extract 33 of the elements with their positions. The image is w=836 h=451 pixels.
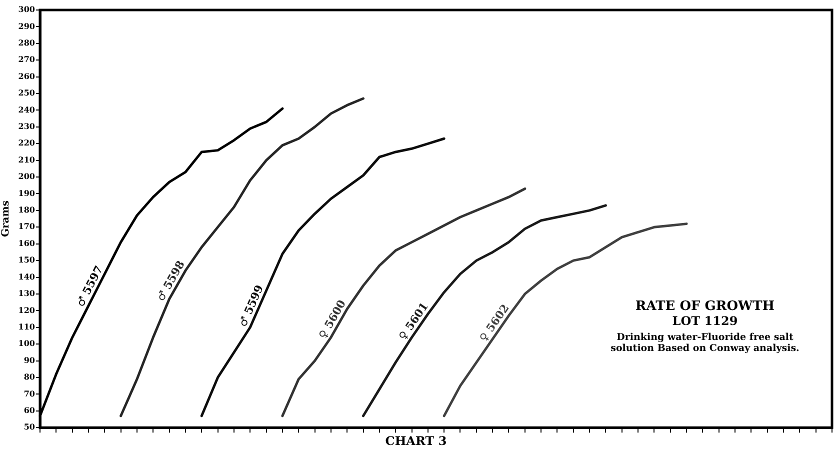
y-tick-label: 210 bbox=[18, 154, 36, 164]
y-tick-label: 130 bbox=[18, 288, 36, 298]
y-tick-label: 170 bbox=[18, 221, 36, 232]
y-tick-label: 90 bbox=[24, 354, 36, 365]
annotation: Drinking water-Fluoride free salt solution Based on Conway analysis. bbox=[610, 332, 800, 355]
y-tick-label: 70 bbox=[24, 388, 36, 398]
y-tick-label: 50 bbox=[24, 422, 36, 432]
y-tick-label: 160 bbox=[18, 238, 36, 248]
y-tick-label: 220 bbox=[18, 138, 36, 148]
text: CHART 3 bbox=[385, 434, 447, 448]
annotation: LOT 1129 bbox=[671, 314, 739, 329]
y-tick-label: 300 bbox=[18, 4, 36, 14]
y-tick-label: 190 bbox=[18, 188, 36, 198]
y-tick-label: 120 bbox=[18, 304, 36, 315]
y-tick-label: 180 bbox=[18, 204, 36, 215]
y-tick-label: 150 bbox=[18, 254, 36, 265]
y-tick-label: 100 bbox=[18, 338, 36, 348]
y-tick-label: 250 bbox=[18, 88, 36, 98]
y-tick-label: 280 bbox=[18, 37, 36, 48]
y-tick-label: 270 bbox=[18, 54, 36, 64]
y-tick-label: 230 bbox=[18, 121, 36, 132]
y-tick-label: 110 bbox=[18, 321, 36, 332]
y-tick-label: 60 bbox=[24, 404, 36, 415]
y-axis-title: Grams bbox=[0, 200, 12, 238]
y-tick-label: 200 bbox=[18, 171, 36, 182]
y-tick-label: 140 bbox=[18, 271, 36, 282]
text: ♂ 5597 bbox=[74, 264, 106, 309]
annotation: RATE OF GROWTH bbox=[634, 299, 776, 315]
y-tick-label: 240 bbox=[18, 104, 36, 114]
y-tick-label: 80 bbox=[24, 372, 36, 382]
text: ♂ 5599 bbox=[236, 283, 266, 329]
y-tick-label: 260 bbox=[18, 70, 36, 81]
y-tick-label: 290 bbox=[18, 20, 36, 31]
